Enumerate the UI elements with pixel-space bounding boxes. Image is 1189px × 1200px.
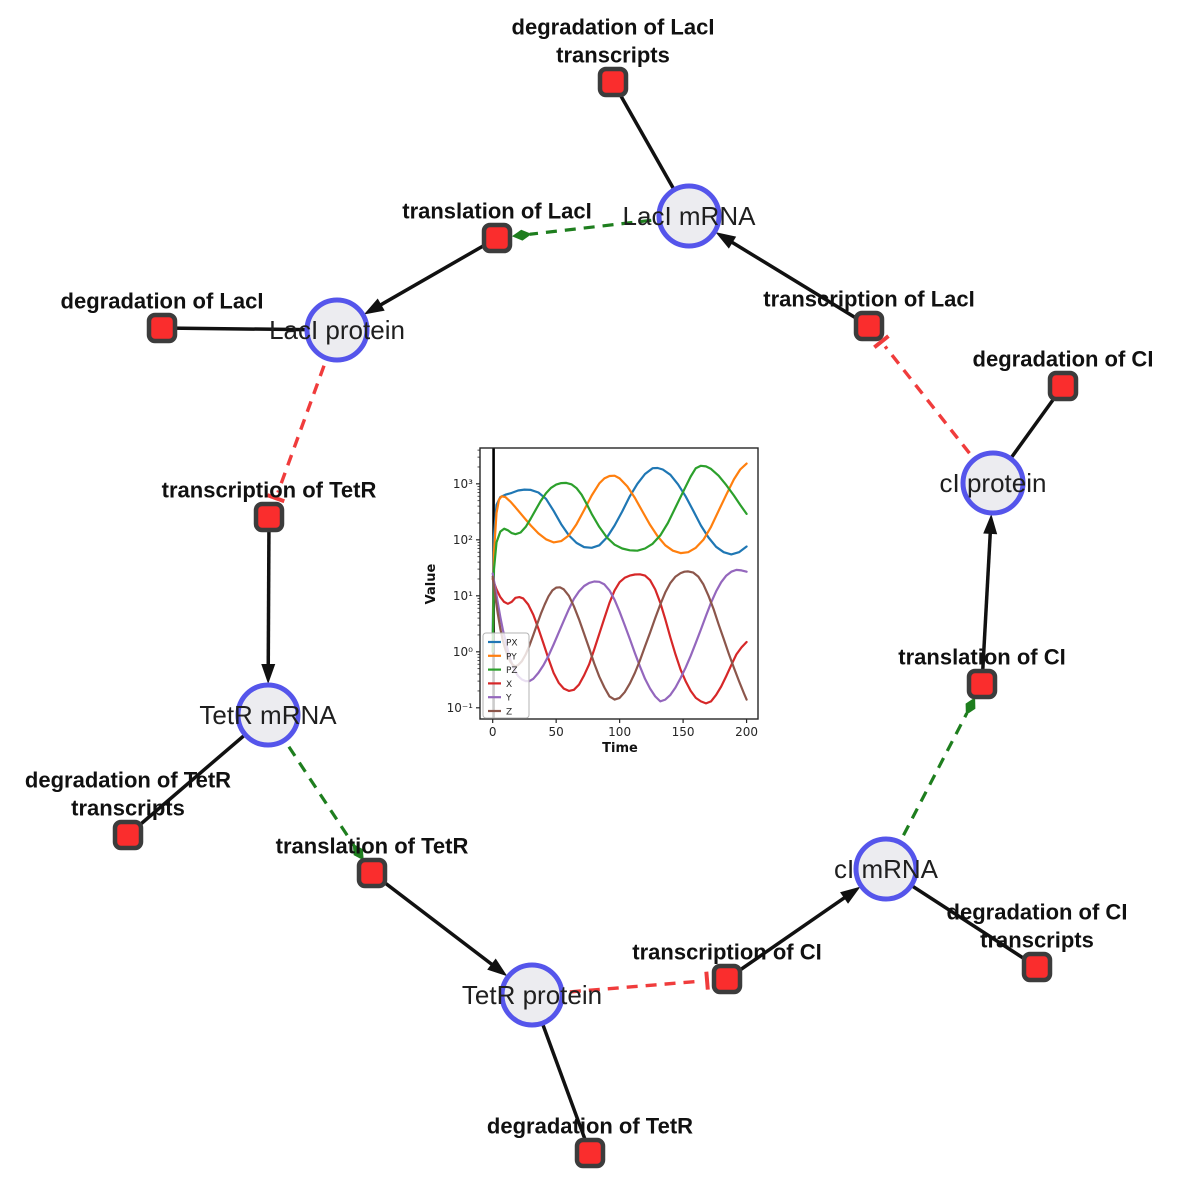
activation-diamond-icon <box>511 229 532 241</box>
reaction-label-degradation-of-ci-transcripts-line1: transcripts <box>980 928 1094 953</box>
arrowhead-icon <box>840 886 861 904</box>
edge-translation-of-tetr-to-tetr-protein <box>370 871 508 977</box>
reaction-node-degradation-of-laci-transcripts <box>597 66 629 98</box>
inhibition-tbar-icon <box>873 334 890 349</box>
edge-transcription-of-laci-to-laci-mrna-line <box>729 239 870 328</box>
reaction-label-degradation-of-ci-transcripts-line0: degradation of CI <box>947 900 1128 925</box>
chart-xtick-label: 200 <box>735 725 758 739</box>
activation-diamond-icon <box>352 843 364 861</box>
edge-transcription-of-laci-to-laci-mrna <box>715 232 870 328</box>
reaction-label-degradation-of-tetr-transcripts-line1: transcripts <box>71 796 185 821</box>
series-PX <box>491 466 748 637</box>
chart-yaxis-label: Value <box>425 563 439 604</box>
species-label-ci-protein: cI protein <box>940 468 1047 498</box>
reaction-node-translation-of-tetr <box>356 857 388 889</box>
reaction-node-translation-of-laci <box>481 222 513 254</box>
edge-translation-of-tetr-to-tetr-protein-line <box>370 871 495 968</box>
reaction-node-translation-of-ci <box>966 668 998 700</box>
reaction-label-translation-of-laci-line0: translation of LacI <box>402 199 591 224</box>
arrowhead-icon <box>715 232 737 249</box>
edge-translation-of-ci-to-ci-protein <box>980 513 998 685</box>
chart-ytick-label: 10² <box>453 533 473 547</box>
chart-ytick-label: 10¹ <box>453 589 473 603</box>
chart-xtick-label: 50 <box>549 725 564 739</box>
species-label-tetr-protein: TetR protein <box>462 980 602 1010</box>
species-node-laci-protein <box>304 297 370 363</box>
legend-label-PZ: PZ <box>506 666 518 676</box>
reaction-label-translation-of-ci-line0: translation of CI <box>898 645 1065 670</box>
legend-label-Z: Z <box>506 708 512 718</box>
label-layer: LacI mRNA LacI protein TetR mRNA TetR prote… <box>25 15 1154 1139</box>
species-label-laci-mrna: LacI mRNA <box>623 201 757 231</box>
reaction-node-degradation-of-laci <box>146 312 178 344</box>
legend-label-Y: Y <box>505 694 512 704</box>
series-PY <box>491 462 748 653</box>
activation-diamond-icon <box>965 697 976 716</box>
species-node-tetr-mrna <box>235 682 301 748</box>
chart-xtick-label: 0 <box>489 725 497 739</box>
species-label-tetr-mrna: TetR mRNA <box>199 700 337 730</box>
legend-label-PX: PX <box>506 639 518 649</box>
arrowhead-icon <box>487 958 508 977</box>
legend-label-X: X <box>506 680 512 690</box>
edge-transcription-of-tetr-to-tetr-mrna <box>261 516 276 685</box>
species-node-ci-mrna <box>853 836 919 902</box>
reaction-node-degradation-of-ci <box>1047 370 1079 402</box>
chart-xtick-label: 100 <box>608 725 631 739</box>
species-node-laci-mrna <box>656 183 722 249</box>
arrowhead-icon <box>363 298 385 315</box>
species-node-ci-protein <box>960 450 1026 516</box>
reaction-label-degradation-of-tetr-line0: degradation of TetR <box>487 1114 693 1139</box>
edge-transcription-of-ci-to-ci-mrna <box>726 886 861 981</box>
reaction-label-degradation-of-tetr-transcripts-line0: degradation of TetR <box>25 768 231 793</box>
chart-frame <box>479 447 759 720</box>
reaction-label-degradation-of-laci-line0: degradation of LacI <box>61 289 264 314</box>
reaction-label-degradation-of-laci-transcripts-line0: degradation of LacI <box>512 15 715 40</box>
edge-translation-of-ci-to-ci-protein-line <box>980 530 993 685</box>
edge-translation-of-laci-to-laci-protein-line <box>377 236 498 308</box>
reaction-label-transcription-of-tetr-line0: transcription of TetR <box>162 478 377 503</box>
reaction-label-degradation-of-ci-line0: degradation of CI <box>973 347 1154 372</box>
series-PZ <box>491 464 748 653</box>
reaction-label-transcription-of-ci-line0: transcription of CI <box>632 940 821 965</box>
reaction-node-transcription-of-ci <box>711 963 743 995</box>
chart-ytick-label: 10³ <box>453 477 473 491</box>
reaction-label-transcription-of-laci-line0: transcription of LacI <box>763 287 974 312</box>
series-Y <box>491 568 748 703</box>
chart-xaxis-label: Time <box>602 741 638 756</box>
species-node-tetr-protein <box>499 962 565 1028</box>
arrowhead-icon <box>261 663 276 685</box>
node-layer <box>112 66 1079 1169</box>
edge-transcription-of-tetr-to-tetr-mrna-line <box>266 516 271 668</box>
species-label-ci-mrna: cI mRNA <box>834 854 939 884</box>
inhibition-tbar-icon <box>266 493 285 504</box>
edge-transcription-of-ci-to-ci-mrna-line <box>726 894 848 981</box>
arrowhead-icon <box>983 513 998 535</box>
reaction-label-degradation-of-laci-transcripts-line1: transcripts <box>556 43 670 68</box>
reaction-node-transcription-of-tetr <box>253 501 285 533</box>
legend-label-PY: PY <box>506 652 517 662</box>
chart-series <box>491 462 748 705</box>
reaction-node-degradation-of-tetr <box>574 1137 606 1169</box>
reaction-node-degradation-of-tetr-transcripts <box>112 819 144 851</box>
chart-xtick-label: 150 <box>672 725 695 739</box>
chart-ytick-label: 10⁰ <box>453 645 473 659</box>
species-label-laci-protein: LacI protein <box>269 315 405 345</box>
reaction-node-degradation-of-ci-transcripts <box>1021 951 1053 983</box>
reaction-label-translation-of-tetr-line0: translation of TetR <box>276 834 469 859</box>
series-X <box>491 573 748 705</box>
chart-ytick-label: 10⁻¹ <box>447 701 474 715</box>
reaction-node-transcription-of-laci <box>853 310 885 342</box>
chart-legend: PX PY PZ XYZ <box>482 632 530 719</box>
inset-chart: 0 50 100 150 200 10⁻¹ 10⁰ 10¹ 10² 10³ PX PY PZ XYZ Ti… <box>425 437 770 759</box>
edge-translation-of-laci-to-laci-protein <box>363 236 498 315</box>
inhibition-tbar-icon <box>704 971 710 990</box>
